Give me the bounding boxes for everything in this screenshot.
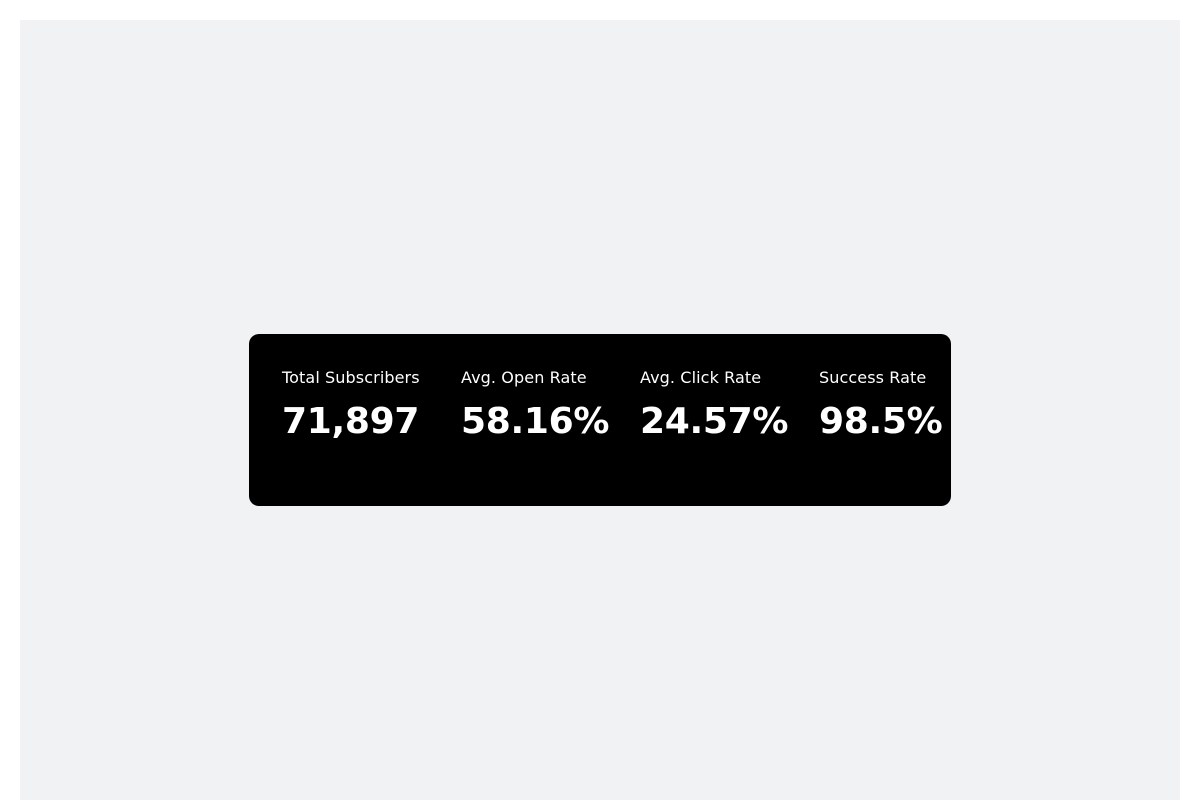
stats-summary-card: Total Subscribers 71,897 Avg. Open Rate … <box>249 334 951 506</box>
stat-value-avg-open-rate: 58.16% <box>461 401 610 442</box>
stat-value-avg-click-rate: 24.57% <box>640 401 789 442</box>
stat-block-total-subscribers: Total Subscribers 71,897 <box>282 366 461 444</box>
stat-block-avg-click-rate: Avg. Click Rate 24.57% <box>640 366 819 444</box>
stat-label-avg-open-rate: Avg. Open Rate <box>461 368 587 387</box>
stat-label-total-subscribers: Total Subscribers <box>282 368 420 387</box>
page-surface: Total Subscribers 71,897 Avg. Open Rate … <box>20 20 1180 800</box>
stat-block-success-rate: Success Rate 98.5% <box>819 366 943 444</box>
stat-block-avg-open-rate: Avg. Open Rate 58.16% <box>461 366 640 444</box>
stat-value-total-subscribers: 71,897 <box>282 401 420 442</box>
stat-label-avg-click-rate: Avg. Click Rate <box>640 368 762 387</box>
stat-label-success-rate: Success Rate <box>819 368 927 387</box>
stat-value-success-rate: 98.5% <box>819 401 943 442</box>
